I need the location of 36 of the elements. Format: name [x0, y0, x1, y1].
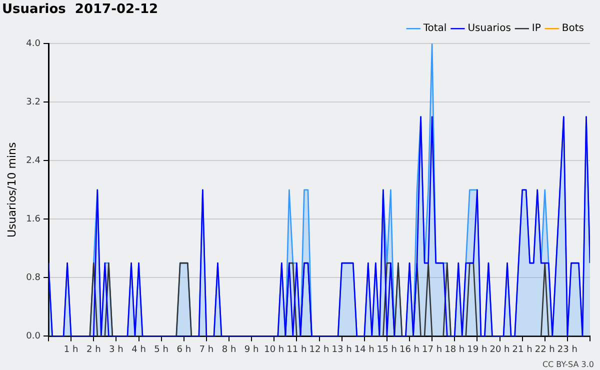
x-tick-label: 1 h — [64, 344, 78, 355]
x-tick-label: 7 h — [199, 344, 214, 355]
x-tick-label: 6 h — [176, 344, 192, 355]
x-tick-label: 11 h — [286, 344, 307, 355]
x-tick-label: 3 h — [109, 344, 124, 355]
y-tick-label: 2.4 — [26, 156, 41, 166]
x-tick-label: 21 h — [512, 344, 532, 355]
x-tick-label: 5 h — [154, 344, 168, 355]
x-tick-label: 18 h — [444, 344, 465, 355]
legend-label: Bots — [562, 23, 584, 34]
y-tick-label: 4.0 — [26, 38, 41, 49]
x-tick-label: 8 h — [222, 344, 236, 355]
y-tick-label: 0.8 — [26, 273, 41, 284]
legend-label: IP — [532, 23, 541, 34]
x-tick-label: 15 h — [376, 344, 397, 355]
y-tick-label: 0.0 — [26, 332, 41, 342]
x-tick-label: 12 h — [309, 344, 330, 355]
x-tick-label: 4 h — [132, 344, 146, 355]
x-tick-label: 16 h — [399, 344, 420, 355]
x-tick-label: 17 h — [422, 344, 442, 355]
x-tick-label: 20 h — [490, 344, 510, 355]
x-tick-label: 22 h — [534, 344, 555, 355]
y-tick-label: 1.6 — [26, 214, 41, 225]
chart-title: Usuarios 2017-02-12 — [2, 2, 158, 18]
x-tick-label: 13 h — [332, 344, 352, 355]
x-tick-label: 14 h — [354, 344, 374, 355]
text: CC BY-SA 3.0 — [542, 360, 594, 369]
y-axis-title: Usuarios/10 mins — [5, 142, 18, 238]
y-tick-label: 3.2 — [26, 97, 41, 108]
legend-label: Total — [422, 23, 447, 34]
x-tick-label: 9 h — [244, 344, 259, 355]
x-tick-label: 2 h — [86, 344, 101, 355]
legend-label: Usuarios — [468, 23, 511, 34]
x-tick-label: 10 h — [264, 344, 284, 355]
x-tick-label: 19 h — [467, 344, 488, 355]
x-tick-label: 23 h — [557, 344, 578, 355]
